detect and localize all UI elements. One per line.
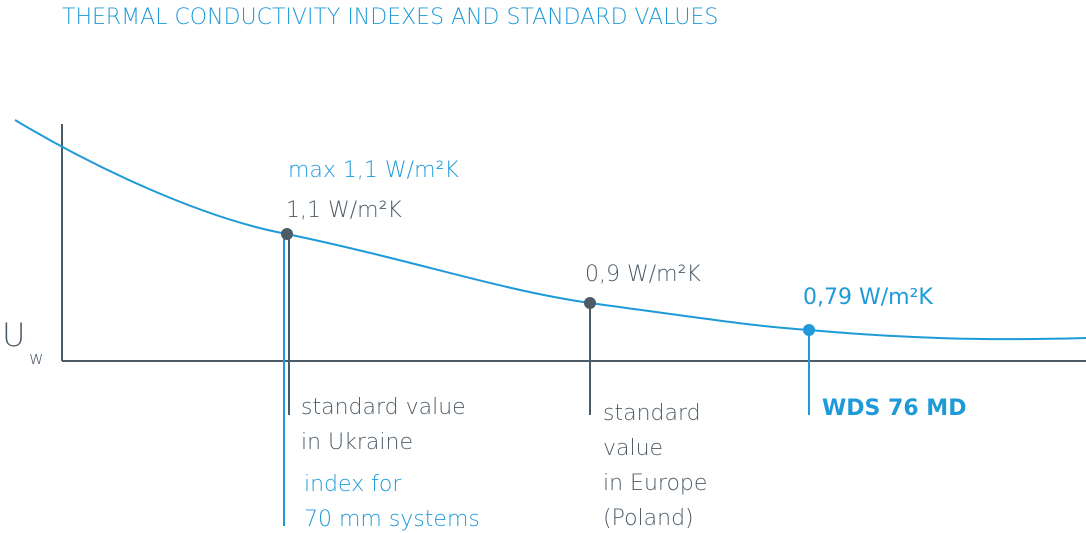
point-2-caption-line: standard	[603, 401, 701, 426]
point-1-marker	[281, 228, 293, 240]
point-3-label: 0,79 W/m²K	[803, 285, 933, 310]
point-1-caption-line: standard value	[301, 395, 466, 420]
point-1-index-caption-line: 70 mm systems	[304, 507, 480, 532]
uw-curve	[14, 119, 1086, 341]
point-1-label: 1,1 W/m²K	[286, 198, 402, 223]
y-axis-label-subscript: w	[29, 348, 44, 369]
point-2-marker	[584, 297, 596, 309]
y-axis-label: U	[2, 316, 25, 354]
point-2-caption-line: in Europe	[603, 471, 707, 496]
chart-title: THERMAL CONDUCTIVITY INDEXES AND STANDAR…	[62, 5, 718, 30]
point-1-index-caption-line: index for	[304, 472, 402, 497]
point-2-caption-line: value	[603, 436, 663, 461]
point-2-label: 0,9 W/m²K	[585, 262, 701, 287]
point-2-caption-line: (Poland)	[603, 506, 694, 531]
point-3-caption: WDS 76 MD	[822, 396, 966, 421]
point-3-marker	[803, 324, 815, 336]
point-1-caption-line: in Ukraine	[301, 430, 413, 455]
point-1-max-label: max 1,1 W/m²K	[288, 158, 459, 183]
